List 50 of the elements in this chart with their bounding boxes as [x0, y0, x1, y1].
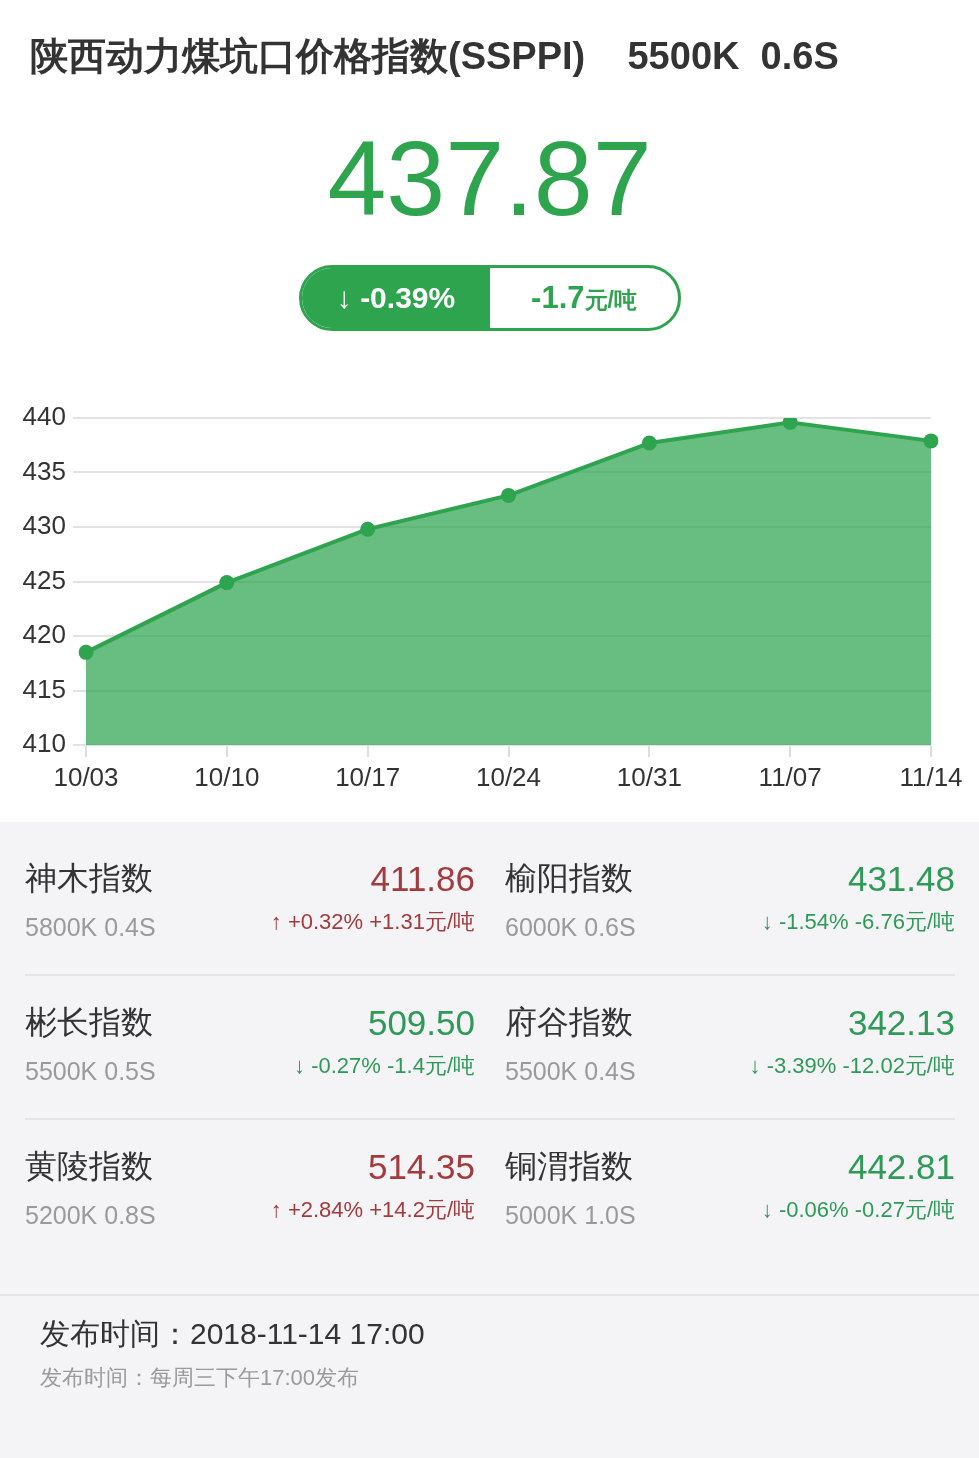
point	[501, 487, 516, 503]
y-tick-label: 420	[22, 619, 66, 650]
y-tick-label: 430	[22, 510, 66, 541]
text: 342.13	[847, 1003, 955, 1042]
point	[641, 435, 657, 451]
text: 514.35	[367, 1147, 475, 1186]
text: 黄陵指数	[25, 1147, 153, 1186]
text: 发布时间：2018-11-14 17:00	[40, 1316, 425, 1352]
point	[219, 575, 235, 591]
x-tick-label: 10/10	[194, 761, 260, 792]
text: -1.7元/吨	[531, 280, 637, 315]
y-tick-label: 410	[22, 728, 66, 759]
point	[78, 644, 94, 660]
y-tick-label: 415	[22, 673, 66, 704]
y-tick-label: 435	[22, 455, 66, 486]
text: ↓ -1.54% -6.76元/吨	[761, 909, 955, 934]
text: 5500K 0.5S	[25, 1056, 156, 1086]
x-tick-label: 10/03	[53, 761, 119, 792]
text: 5500K 0.4S	[505, 1056, 636, 1086]
text: 5000K 1.0S	[505, 1200, 636, 1230]
text: 411.86	[370, 859, 475, 898]
x-tick-label: 10/24	[475, 761, 542, 792]
text: 437.87	[326, 118, 653, 238]
text: 府谷指数	[505, 1003, 633, 1042]
point	[923, 433, 939, 449]
text: 5800K 0.4S	[25, 912, 156, 942]
text: ↑ +0.32% +1.31元/吨	[270, 909, 475, 934]
x-tick-label: 10/17	[335, 761, 401, 792]
text: 彬长指数	[25, 1003, 153, 1042]
text: 431.48	[847, 859, 955, 898]
point	[360, 521, 376, 537]
x-tick-label: 10/31	[616, 761, 682, 792]
text: 神木指数	[25, 859, 153, 898]
y-tick-label: 425	[22, 564, 66, 595]
text: ↓ -0.06% -0.27元/吨	[761, 1197, 955, 1222]
text: 6000K 0.6S	[505, 912, 636, 942]
x-tick-label: 11/14	[899, 761, 963, 792]
y-tick-label: 440	[22, 401, 66, 432]
x-tick-label: 11/07	[758, 761, 822, 792]
text: 509.50	[367, 1003, 475, 1042]
text: 发布时间：每周三下午17:00发布	[40, 1364, 360, 1392]
text: 榆阳指数	[505, 859, 633, 898]
text: 5200K 0.8S	[25, 1200, 156, 1230]
text: ↓ -3.39% -12.02元/吨	[749, 1053, 955, 1078]
text: ↑ +2.84% +14.2元/吨	[270, 1197, 475, 1222]
text: ↓ -0.27% -1.4元/吨	[294, 1053, 475, 1078]
text: ↓ -0.39%	[335, 280, 457, 316]
text: 442.81	[847, 1147, 955, 1186]
text: 铜渭指数	[505, 1147, 633, 1186]
chart-title: 陕西动力煤坑口价格指数(SSPPI) 5500K 0.6S	[30, 34, 839, 79]
